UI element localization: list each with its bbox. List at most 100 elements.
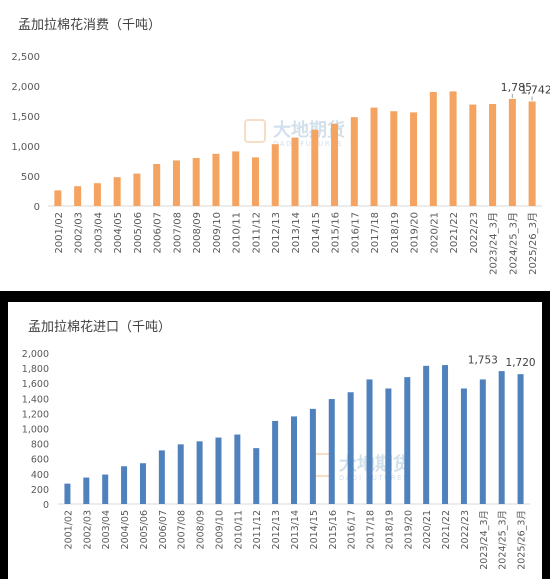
x-tick-label: 2004/05 xyxy=(113,212,124,254)
bar xyxy=(366,379,373,504)
x-tick-label: 2013/14 xyxy=(290,510,301,549)
x-tick-label: 2003/04 xyxy=(93,212,104,254)
bar xyxy=(192,158,200,206)
x-tick-label: 2005/06 xyxy=(139,510,150,549)
bar xyxy=(460,388,467,504)
x-tick-label: 2009/10 xyxy=(214,510,225,549)
x-tick-label: 2008/09 xyxy=(196,510,207,549)
bar xyxy=(347,392,354,504)
bar xyxy=(158,450,165,504)
y-tick-label: 1,600 xyxy=(22,379,49,390)
bar xyxy=(232,151,240,206)
data-label: 1,742 xyxy=(520,83,550,96)
x-tick-label: 2003/04 xyxy=(101,510,112,549)
x-tick-label: 2016/17 xyxy=(350,212,361,254)
x-tick-label: 2007/08 xyxy=(172,212,183,254)
x-tick-label: 2006/07 xyxy=(158,510,169,549)
bar xyxy=(311,129,319,206)
bar xyxy=(489,104,497,206)
x-tick-label: 2014/15 xyxy=(309,510,320,549)
y-tick-label: 2,000 xyxy=(11,82,40,93)
x-tick-label: 2011/12 xyxy=(252,510,263,549)
x-tick-label: 2011/12 xyxy=(251,212,262,254)
data-label: 1,785 xyxy=(501,81,533,94)
x-tick-label: 2004/05 xyxy=(120,510,131,549)
x-tick-label: 2010/11 xyxy=(233,510,244,549)
x-tick-label: 2017/18 xyxy=(366,510,377,549)
y-tick-label: 0 xyxy=(34,202,40,213)
bar xyxy=(153,164,161,206)
x-tick-label: 2008/09 xyxy=(192,212,203,254)
bar xyxy=(215,437,222,504)
bar xyxy=(291,416,297,504)
y-tick-label: 1,500 xyxy=(11,112,40,123)
watermark-subtext: DADI FUTURES xyxy=(273,140,343,148)
bar xyxy=(177,444,184,504)
x-tick-label: 2021/22 xyxy=(449,212,460,254)
x-tick-label: 2024/25_3月 xyxy=(498,510,509,570)
watermark-text: 大地期货 xyxy=(339,453,411,475)
x-tick-label: 2012/13 xyxy=(271,510,282,549)
bar xyxy=(442,365,449,504)
bar xyxy=(139,463,146,504)
bar xyxy=(93,183,101,206)
x-tick-label: 2019/20 xyxy=(403,510,414,549)
bar xyxy=(83,477,90,504)
bar xyxy=(251,157,259,206)
y-tick-label: 1,800 xyxy=(22,364,49,375)
y-tick-label: 1,000 xyxy=(11,142,40,153)
chart-title: 孟加拉棉花消费（千吨） xyxy=(18,18,162,33)
bar xyxy=(390,111,398,206)
x-tick-label: 2017/18 xyxy=(370,212,381,254)
bar xyxy=(479,379,486,504)
x-tick-label: 2018/19 xyxy=(390,212,401,254)
x-tick-label: 2012/13 xyxy=(271,212,282,254)
y-tick-label: 200 xyxy=(31,485,49,496)
x-tick-label: 2023/24_3月 xyxy=(488,212,500,275)
y-tick-label: 2,500 xyxy=(11,52,40,63)
bar xyxy=(121,466,128,504)
x-tick-label: 2021/22 xyxy=(441,510,452,549)
bar xyxy=(404,377,411,504)
consumption-chart-panel: 孟加拉棉花消费（千吨） 大地期货 DADI FUTURES 0 500 1,000 1,5… xyxy=(0,0,550,291)
bar xyxy=(517,374,524,504)
chart-title: 孟加拉棉花进口（千吨） xyxy=(28,320,172,335)
y-tick-label: 1,000 xyxy=(22,425,49,436)
x-tick-label: 2015/16 xyxy=(331,212,342,254)
bar xyxy=(272,420,279,504)
x-tick-label: 2010/11 xyxy=(232,212,243,254)
bar xyxy=(74,186,82,206)
import-chart-panel: 孟加拉棉花进口（千吨） 大地期货 DADI FUTURES 0 200 400 600 80… xyxy=(8,302,542,579)
x-tick-label: 2025/26_3月 xyxy=(517,510,528,570)
x-tick-label: 2005/06 xyxy=(133,212,144,254)
x-tick-label: 2022/23 xyxy=(460,510,471,549)
x-tick-label: 2015/16 xyxy=(328,510,339,549)
x-tick-label: 2001/02 xyxy=(63,510,74,549)
bar xyxy=(429,92,437,206)
logo-icon xyxy=(244,119,266,143)
bar xyxy=(423,365,430,504)
x-tick-label: 2022/23 xyxy=(469,212,480,254)
y-tick-label: 800 xyxy=(31,440,49,451)
y-tick-label: 400 xyxy=(31,470,49,481)
bar xyxy=(331,123,339,206)
bar xyxy=(271,144,279,206)
bar xyxy=(469,104,477,206)
bar xyxy=(54,190,62,206)
x-tick-label: 2014/15 xyxy=(311,212,322,254)
bar xyxy=(196,441,203,504)
y-tick-label: 500 xyxy=(21,172,40,183)
x-tick-label: 2025/26_3月 xyxy=(527,212,539,275)
bar xyxy=(528,101,536,206)
bar xyxy=(410,112,418,206)
bar xyxy=(449,91,457,206)
x-tick-label: 2002/03 xyxy=(82,510,93,549)
bar xyxy=(370,107,378,206)
x-tick-label: 2019/20 xyxy=(410,212,421,254)
bar xyxy=(234,434,241,504)
bar xyxy=(498,371,505,504)
